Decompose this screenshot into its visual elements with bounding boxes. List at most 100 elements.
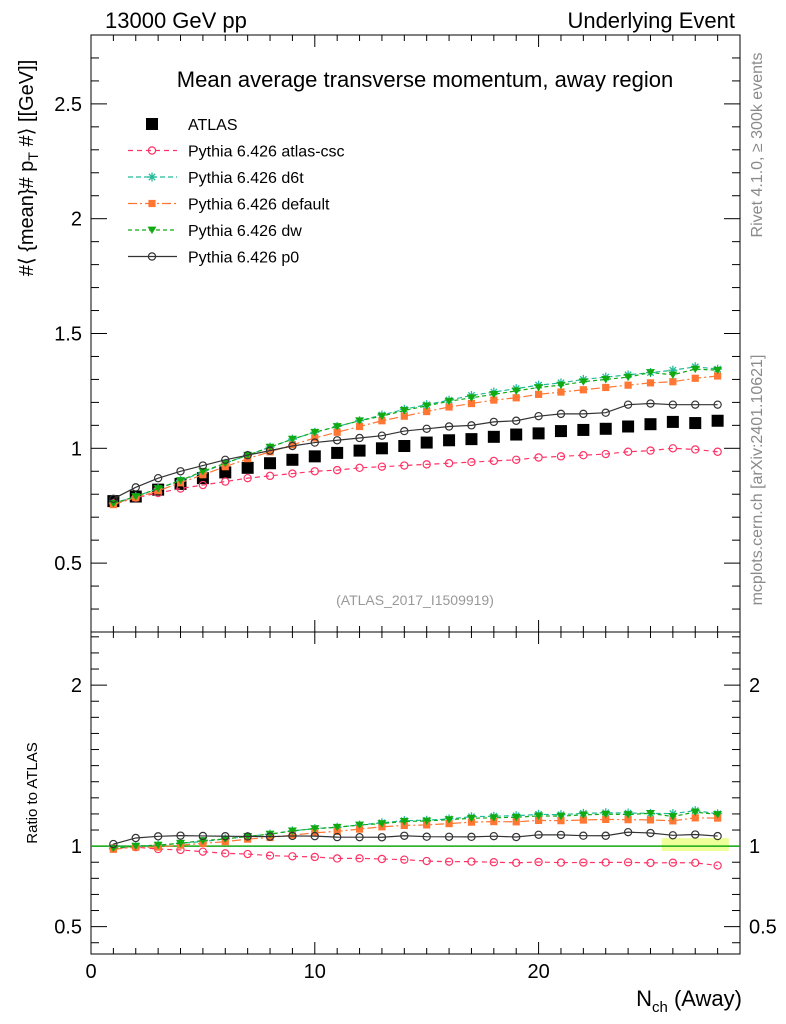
data-point <box>713 366 723 375</box>
data-point <box>422 402 432 410</box>
data-point <box>288 469 297 478</box>
header-left: 13000 GeV pp <box>105 8 247 33</box>
y-tick-label: 1 <box>71 438 82 460</box>
ratio-data-point <box>265 832 275 841</box>
ratio-data-point <box>287 827 297 835</box>
data-point <box>176 467 185 476</box>
data-point <box>601 376 611 384</box>
ratio-data-point <box>623 827 633 837</box>
data-point <box>714 372 722 380</box>
ratio-data-point <box>221 832 230 841</box>
ratio-data-point <box>557 817 565 825</box>
data-point <box>400 412 408 420</box>
header-right: Underlying Event <box>567 8 735 33</box>
ratio-data-point <box>713 831 722 841</box>
data-point <box>355 417 365 425</box>
data-point <box>310 467 319 476</box>
ratio-data-point <box>668 858 678 867</box>
data-point <box>221 477 230 486</box>
side-text-top: Rivet 4.1.0, ≥ 300k events <box>749 53 766 238</box>
data-point <box>512 416 521 425</box>
data-point <box>288 441 297 449</box>
data-point <box>332 436 342 445</box>
ratio-axes: 0 10 20 0.5 0.5 1 1 2 2 <box>54 636 777 983</box>
data-point <box>422 460 431 469</box>
x-axis-label-main: N <box>636 986 652 1011</box>
ratio-y-tick-label-right: 0.5 <box>749 917 777 939</box>
ratio-data-point <box>377 833 387 842</box>
ratio-data-point <box>422 832 431 841</box>
legend-label: Pythia 6.426 default <box>188 197 330 214</box>
ratio-data-point <box>467 857 476 866</box>
ratio-y-tick-label: 0.5 <box>54 917 82 939</box>
data-point <box>711 414 724 427</box>
ratio-data-point <box>243 849 252 859</box>
series-line <box>113 447 718 504</box>
ratio-data-point <box>713 811 723 819</box>
series-line <box>113 368 718 504</box>
ratio-data-point <box>377 854 387 864</box>
data-point <box>333 428 341 436</box>
data-point <box>308 450 321 463</box>
data-point <box>286 453 299 466</box>
series-line <box>113 402 718 500</box>
data-point <box>400 461 409 470</box>
data-point <box>489 456 499 466</box>
ratio-data-point <box>310 825 320 833</box>
data-point <box>332 423 342 431</box>
ratio-data-point <box>355 821 365 830</box>
legend-label: Pythia 6.426 p0 <box>188 250 299 267</box>
data-point <box>512 394 520 402</box>
ratio-data-point <box>534 830 543 839</box>
legend-marker <box>147 146 157 155</box>
legend-marker <box>147 172 157 182</box>
data-point <box>355 422 364 431</box>
data-point <box>602 383 610 392</box>
data-point <box>287 435 297 444</box>
x-axis-label-rest: (Away) <box>668 986 742 1011</box>
ratio-data-point <box>355 854 364 863</box>
ratio-data-point <box>646 858 655 868</box>
data-point <box>668 371 678 379</box>
data-point <box>601 408 610 417</box>
ratio-data-point <box>243 832 252 841</box>
data-point <box>465 433 478 446</box>
data-point <box>420 436 433 449</box>
data-point <box>489 390 499 399</box>
ratio-data-point <box>176 839 186 848</box>
data-point <box>377 412 387 421</box>
ratio-y-tick-label-right: 2 <box>749 675 760 697</box>
data-point <box>487 430 500 443</box>
data-point <box>511 387 521 395</box>
data-point <box>198 461 208 470</box>
ratio-data-point <box>131 842 141 851</box>
data-point <box>423 407 431 416</box>
ratio-data-point <box>668 831 678 840</box>
legend-marker <box>147 252 157 261</box>
y-tick-label: 0.5 <box>54 553 82 575</box>
data-point <box>644 418 657 431</box>
ratio-data-point <box>579 858 588 867</box>
data-point <box>265 446 275 455</box>
data-point <box>198 467 208 476</box>
ratio-data-point <box>668 813 678 821</box>
legend-label: ATLAS <box>188 117 238 134</box>
ratio-data-point <box>400 855 409 864</box>
legend-marker <box>147 226 157 235</box>
data-point <box>556 409 566 419</box>
data-point <box>645 369 655 377</box>
ratio-series-layer <box>91 806 740 870</box>
ratio-series-line <box>113 811 718 849</box>
ratio-data-point <box>646 828 655 838</box>
ratio-data-point <box>176 831 185 840</box>
data-point <box>466 394 476 402</box>
ratio-data-point <box>556 812 566 821</box>
main-axes: 0.5 1 1.5 2 2.5 <box>54 35 741 644</box>
ratio-data-point <box>579 831 588 840</box>
data-point <box>624 381 632 389</box>
ratio-data-point <box>489 858 499 867</box>
data-point <box>534 411 543 421</box>
ratio-data-point <box>691 830 700 839</box>
ratio-data-point <box>511 813 521 822</box>
ratio-data-point <box>489 831 499 841</box>
